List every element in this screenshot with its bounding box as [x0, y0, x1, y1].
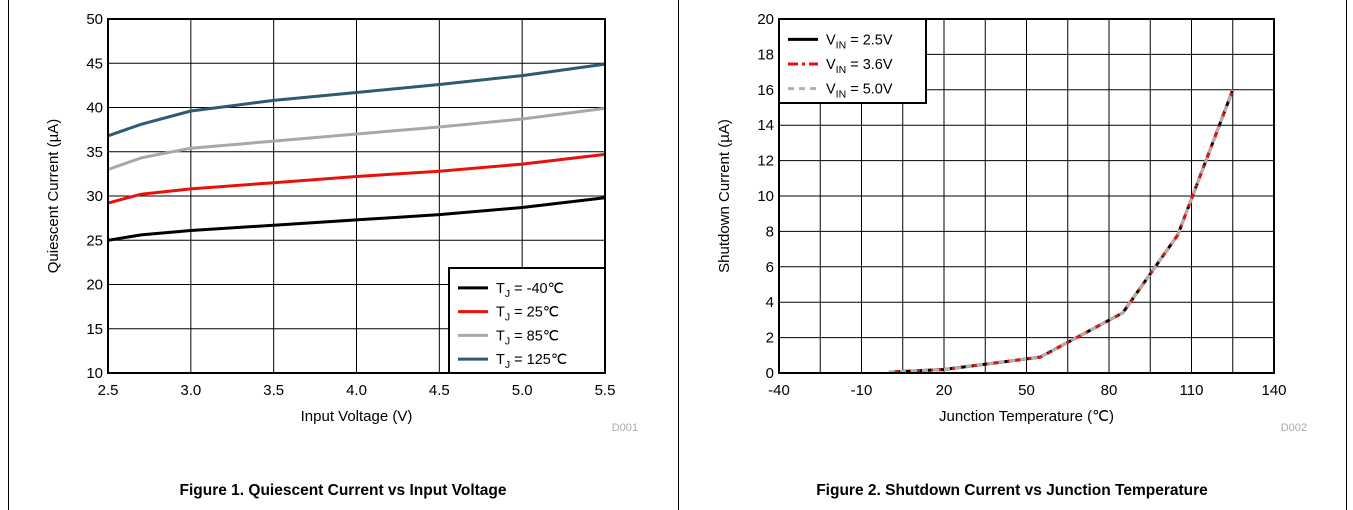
y-tick-label: 15 — [86, 321, 103, 338]
series-lines — [107, 62, 606, 242]
y-tick-label: 0 — [766, 365, 774, 382]
series-line-4 — [107, 62, 606, 138]
page-border-right — [1346, 0, 1347, 510]
y-tick-label: 14 — [757, 117, 774, 134]
series-line-2 — [107, 152, 606, 205]
y-tick-labels: 0 2 4 6 8 10 12 14 16 18 20 — [757, 11, 774, 382]
y-tick-label: 10 — [757, 188, 774, 205]
legend-label: VIN = 2.5V — [826, 32, 893, 51]
x-tick-label: 5.5 — [595, 382, 616, 399]
x-tick-label: 140 — [1261, 382, 1286, 399]
y-tick-label: 35 — [86, 144, 103, 161]
y-tick-label: 50 — [86, 11, 103, 28]
x-tick-label: 110 — [1180, 382, 1204, 399]
y-tick-label: 2 — [766, 330, 774, 347]
y-tick-label: 40 — [86, 100, 103, 117]
x-tick-label: 3.5 — [263, 382, 284, 399]
x-axis-label: Junction Temperature (℃) — [939, 408, 1114, 425]
page-border-left — [8, 0, 9, 510]
plot-frame — [107, 18, 606, 374]
legend-label: TJ = 85℃ — [496, 328, 559, 347]
x-tick-label: 50 — [1018, 382, 1035, 399]
y-tick-label: 45 — [86, 55, 103, 72]
figure-caption: Figure 1. Quiescent Current vs Input Vol… — [179, 482, 507, 499]
legend-label: VIN = 3.6V — [826, 57, 893, 76]
y-tick-label: 30 — [86, 188, 103, 205]
x-tick-label: 2.5 — [98, 382, 119, 399]
x-tick-label: 4.5 — [429, 382, 450, 399]
y-tick-label: 20 — [86, 277, 103, 294]
y-tick-label: 16 — [757, 82, 774, 99]
series-line-1 — [107, 196, 606, 242]
x-tick-label: 20 — [936, 382, 953, 399]
x-tick-labels: -40 -10 20 50 80 110 140 — [768, 382, 1286, 399]
y-tick-label: 10 — [86, 365, 103, 382]
x-tick-label: 4.0 — [346, 382, 367, 399]
legend-box — [448, 267, 606, 374]
figure-code: D001 — [612, 422, 638, 434]
chart-shutdown-current: -40 -10 20 50 80 110 140 0 2 4 6 8 10 12 14 16 18 20 Jun… — [716, 11, 1307, 434]
legend: TJ = -40℃ TJ = 25℃ TJ = 85℃ TJ = 125℃ — [448, 267, 606, 374]
chart-quiescent-current: 2.5 3.0 3.5 4.0 4.5 5.0 5.5 10 15 20 25 30 35 40 45 50… — [45, 11, 638, 434]
legend-label: TJ = -40℃ — [496, 281, 564, 300]
y-tick-label: 12 — [757, 153, 774, 170]
x-tick-label: -10 — [851, 382, 873, 399]
x-tick-label: 3.0 — [180, 382, 201, 399]
figure-divider — [678, 0, 679, 510]
y-axis-label: Quiescent Current (µA) — [45, 119, 62, 274]
y-tick-label: 18 — [757, 46, 774, 63]
legend-label: TJ = 25℃ — [496, 305, 559, 324]
series-lines — [888, 89, 1235, 374]
y-tick-label: 8 — [766, 223, 774, 240]
y-tick-label: 6 — [766, 259, 774, 276]
y-tick-labels: 10 15 20 25 30 35 40 45 50 — [86, 11, 103, 382]
y-axis-label: Shutdown Current (µA) — [716, 119, 733, 273]
x-axis-label: Input Voltage (V) — [301, 408, 413, 425]
x-tick-label: 5.0 — [512, 382, 533, 399]
legend-label: VIN = 5.0V — [826, 82, 893, 101]
x-tick-labels: 2.5 3.0 3.5 4.0 4.5 5.0 5.5 — [98, 382, 616, 399]
plot-frame — [778, 18, 1275, 374]
y-tick-label: 20 — [757, 11, 774, 28]
legend: VIN = 2.5V VIN = 3.6V VIN = 5.0V — [778, 18, 927, 104]
series-line-3 — [107, 106, 606, 171]
x-tick-label: -40 — [768, 382, 790, 399]
series-line-3 — [888, 89, 1235, 374]
figure-code: D002 — [1281, 422, 1307, 434]
legend-label: TJ = 125℃ — [496, 352, 567, 371]
y-tick-label: 25 — [86, 232, 103, 249]
y-tick-label: 4 — [766, 294, 774, 311]
figure-caption: Figure 2. Shutdown Current vs Junction T… — [816, 482, 1208, 499]
x-tick-label: 80 — [1101, 382, 1118, 399]
